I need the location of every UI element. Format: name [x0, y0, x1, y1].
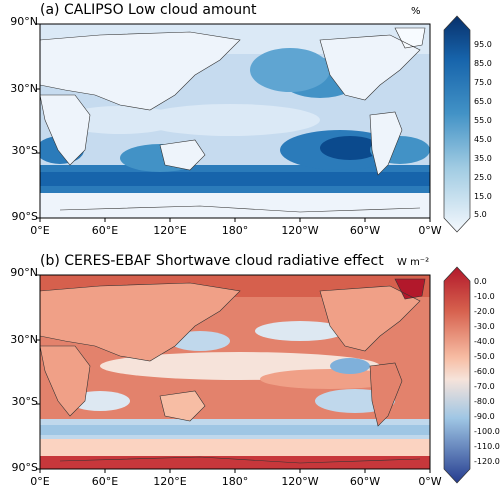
colorbar [443, 266, 471, 484]
field-sw-cre [40, 275, 430, 469]
colorbar-label: -90.0 [474, 412, 495, 421]
colorbar-label: -70.0 [474, 382, 495, 391]
lon-tick-label: 60°W [349, 475, 381, 488]
lat-tick-label: 30°S [11, 395, 38, 408]
unit-label: % [411, 6, 421, 17]
lon-tick-label: 60°E [91, 475, 119, 488]
colorbar-label: -50.0 [474, 352, 495, 361]
lat-tick-label: 90°S [11, 210, 38, 223]
field-low-cloud [40, 24, 430, 218]
lon-tick-label: 120°W [281, 475, 319, 488]
lon-tick-label: 60°W [349, 224, 381, 237]
colorbar-label: 35.0 [474, 154, 492, 163]
lat-tick-label: 30°N [10, 82, 38, 95]
colorbar-label: -20.0 [474, 307, 495, 316]
colorbar-label: -60.0 [474, 367, 495, 376]
panel-low-cloud: (a) CALIPSO Low cloud amount % 90°N 30°N… [10, 2, 492, 237]
lon-tick-label: 120°E [153, 224, 187, 237]
colorbar [443, 15, 471, 233]
colorbar-label: 0.0 [474, 277, 487, 286]
colorbar-label: 75.0 [474, 78, 492, 87]
colorbar-label: -100.0 [474, 427, 500, 436]
map-sw-cre [36, 266, 471, 484]
colorbar-label: 65.0 [474, 97, 492, 106]
lon-tick-label: 0°W [418, 475, 442, 488]
colorbar-label: -110.0 [474, 442, 500, 451]
map-low-cloud [36, 15, 471, 233]
colorbar-label: 15.0 [474, 192, 492, 201]
panel-sw-cre: (b) CERES-EBAF Shortwave cloud radiative… [0, 251, 500, 502]
colorbar-label: 95.0 [474, 40, 492, 49]
lon-tick-label: 120°W [281, 224, 319, 237]
colorbar-label: 5.0 [474, 210, 487, 219]
colorbar-label: 25.0 [474, 173, 492, 182]
colorbar-label: -40.0 [474, 337, 495, 346]
panel-title: (a) CALIPSO Low cloud amount [40, 2, 257, 18]
colorbar-label: -10.0 [474, 292, 495, 301]
lon-tick-label: 0°E [30, 224, 50, 237]
colorbar-label: -30.0 [474, 322, 495, 331]
colorbar-label: 45.0 [474, 135, 492, 144]
lon-tick-label: 0°W [418, 224, 442, 237]
coastlines [40, 278, 426, 464]
lat-tick-label: 30°N [10, 333, 38, 346]
lat-tick-label: 30°S [11, 144, 38, 157]
unit-label: W m⁻² [397, 257, 430, 268]
axis-ticks [36, 274, 431, 473]
lon-tick-label: 120°E [153, 475, 187, 488]
panel-title: (b) CERES-EBAF Shortwave cloud radiative… [40, 253, 384, 269]
lon-tick-label: 0°E [30, 475, 50, 488]
lon-tick-label: 180° [221, 475, 249, 488]
colorbar-label: 85.0 [474, 59, 492, 68]
coastlines [40, 27, 426, 213]
lat-tick-label: 90°S [11, 461, 38, 474]
lon-tick-label: 180° [221, 224, 249, 237]
lon-tick-label: 60°E [91, 224, 119, 237]
colorbar-label: -120.0 [474, 457, 500, 466]
lat-tick-label: 90°N [10, 15, 38, 28]
colorbar-label: 55.0 [474, 116, 492, 125]
lat-tick-label: 90°N [10, 266, 38, 279]
colorbar-label: -80.0 [474, 397, 495, 406]
axis-ticks [36, 23, 431, 222]
